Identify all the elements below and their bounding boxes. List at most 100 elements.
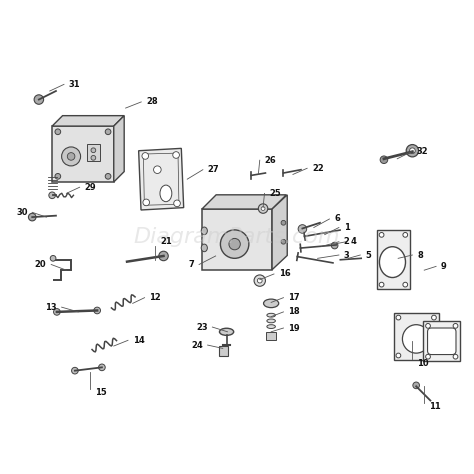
Circle shape: [453, 323, 458, 328]
Text: 32: 32: [416, 147, 428, 156]
Text: 7: 7: [189, 260, 194, 269]
Circle shape: [62, 147, 81, 166]
Text: 15: 15: [95, 388, 107, 397]
Text: 20: 20: [35, 260, 46, 269]
Text: 10: 10: [417, 359, 429, 367]
Ellipse shape: [402, 325, 430, 353]
Circle shape: [431, 315, 436, 320]
Circle shape: [298, 225, 307, 233]
Circle shape: [99, 364, 105, 371]
Ellipse shape: [219, 328, 234, 336]
Circle shape: [380, 156, 388, 164]
Circle shape: [453, 355, 458, 359]
Circle shape: [426, 355, 430, 359]
Text: 22: 22: [312, 164, 324, 173]
Circle shape: [403, 283, 408, 287]
Text: 18: 18: [288, 308, 300, 316]
Text: 9: 9: [441, 262, 447, 271]
Circle shape: [173, 200, 180, 207]
Circle shape: [54, 309, 60, 315]
Polygon shape: [138, 148, 184, 210]
Text: 5: 5: [365, 251, 371, 259]
Ellipse shape: [267, 325, 275, 328]
Circle shape: [34, 95, 44, 104]
Ellipse shape: [201, 227, 207, 235]
Circle shape: [257, 278, 262, 283]
Polygon shape: [272, 195, 287, 270]
Text: 14: 14: [133, 336, 145, 345]
Circle shape: [406, 145, 419, 157]
Ellipse shape: [264, 299, 279, 308]
Polygon shape: [377, 230, 410, 289]
Circle shape: [143, 199, 150, 206]
Text: 12: 12: [149, 293, 161, 302]
Circle shape: [229, 238, 240, 250]
Circle shape: [413, 382, 419, 389]
Text: 3: 3: [344, 251, 349, 259]
Circle shape: [396, 315, 401, 320]
Text: 30: 30: [16, 208, 27, 217]
FancyBboxPatch shape: [393, 313, 439, 360]
Text: 19: 19: [288, 324, 300, 332]
Text: 6: 6: [334, 215, 340, 223]
Circle shape: [258, 204, 268, 213]
Circle shape: [72, 367, 78, 374]
Text: 24: 24: [191, 341, 203, 349]
Text: 28: 28: [146, 98, 158, 106]
Circle shape: [142, 153, 149, 159]
Text: 2: 2: [344, 237, 349, 246]
Text: 17: 17: [288, 293, 300, 302]
Polygon shape: [114, 116, 124, 182]
Ellipse shape: [267, 319, 275, 323]
Circle shape: [396, 353, 401, 358]
FancyBboxPatch shape: [219, 346, 228, 356]
Text: 25: 25: [269, 189, 281, 198]
Circle shape: [154, 166, 161, 173]
Circle shape: [55, 129, 61, 135]
Text: 23: 23: [196, 323, 208, 331]
Polygon shape: [202, 209, 272, 270]
Text: 31: 31: [69, 80, 81, 89]
Circle shape: [410, 148, 415, 154]
Ellipse shape: [267, 313, 275, 317]
Circle shape: [403, 233, 408, 237]
Text: 11: 11: [429, 402, 441, 411]
Circle shape: [91, 155, 96, 160]
Text: 1: 1: [344, 223, 349, 232]
Text: 26: 26: [264, 156, 276, 164]
Text: 27: 27: [208, 165, 219, 174]
Polygon shape: [202, 195, 286, 209]
Circle shape: [426, 323, 430, 328]
Polygon shape: [52, 116, 124, 126]
Circle shape: [173, 152, 179, 158]
Circle shape: [331, 242, 338, 249]
Circle shape: [67, 153, 75, 160]
Circle shape: [105, 129, 111, 135]
FancyBboxPatch shape: [266, 332, 276, 340]
Polygon shape: [87, 144, 100, 161]
Circle shape: [50, 255, 56, 261]
Text: 8: 8: [417, 251, 423, 259]
Text: DiagramParts.com: DiagramParts.com: [134, 227, 340, 247]
Circle shape: [220, 230, 249, 258]
Circle shape: [379, 283, 384, 287]
Circle shape: [105, 173, 111, 179]
Circle shape: [91, 148, 96, 153]
FancyBboxPatch shape: [428, 328, 456, 355]
Circle shape: [94, 307, 100, 314]
Circle shape: [431, 353, 436, 358]
Circle shape: [28, 213, 36, 221]
Text: 13: 13: [45, 303, 57, 311]
Circle shape: [261, 207, 265, 210]
FancyBboxPatch shape: [423, 321, 460, 361]
Ellipse shape: [160, 185, 172, 202]
Circle shape: [379, 233, 384, 237]
Polygon shape: [52, 126, 114, 182]
Text: 21: 21: [160, 237, 172, 246]
Circle shape: [281, 220, 286, 225]
Ellipse shape: [201, 244, 207, 252]
Circle shape: [159, 251, 168, 261]
Text: 16: 16: [279, 270, 291, 278]
Ellipse shape: [379, 246, 406, 278]
Circle shape: [254, 275, 265, 286]
